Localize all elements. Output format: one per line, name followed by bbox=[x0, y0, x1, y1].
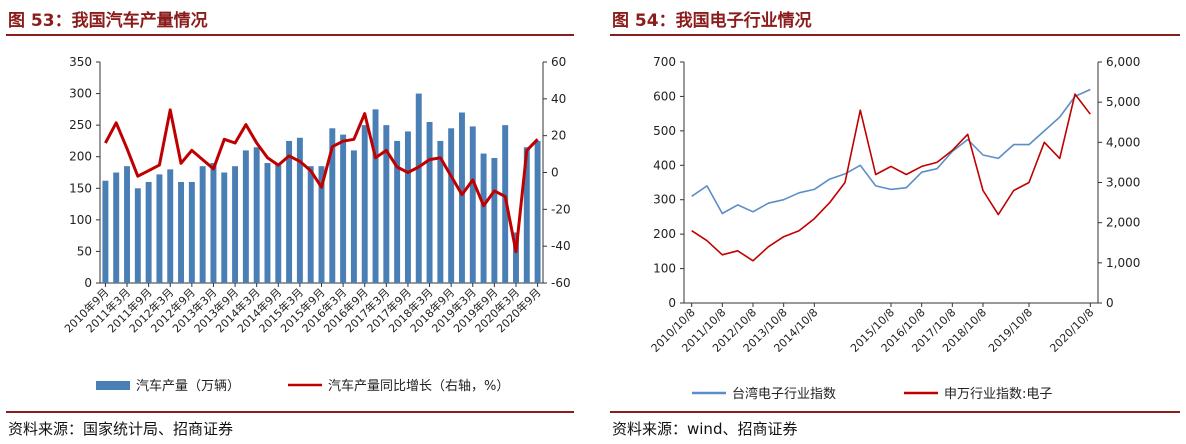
bar bbox=[404, 131, 411, 283]
bar bbox=[188, 181, 195, 283]
chart-source: 资料来源：wind、招商证券 bbox=[612, 420, 798, 438]
left-axis-tick-label: 50 bbox=[77, 244, 92, 258]
bar bbox=[469, 126, 476, 283]
series-line-2 bbox=[691, 93, 1091, 262]
right-axis-tick-label: 5,000 bbox=[1106, 95, 1140, 109]
auto-production-chart: 050100150200250300350-60-40-200204060201… bbox=[61, 55, 571, 394]
right-axis-tick-label: 3,000 bbox=[1106, 176, 1140, 190]
bar bbox=[286, 140, 293, 283]
bar bbox=[491, 157, 498, 283]
left-axis-tick-label: 500 bbox=[653, 124, 676, 138]
bar bbox=[199, 166, 206, 283]
right-axis-tick-label: 20 bbox=[551, 129, 566, 143]
series-line-2 bbox=[104, 108, 539, 254]
bar bbox=[426, 121, 433, 283]
bar bbox=[253, 147, 260, 283]
bar bbox=[102, 180, 109, 283]
bar bbox=[340, 134, 347, 283]
right-axis-tick-label: 4,000 bbox=[1106, 135, 1140, 149]
bar bbox=[437, 140, 444, 283]
bar bbox=[372, 109, 379, 283]
left-axis-tick-label: 0 bbox=[84, 276, 92, 290]
bar bbox=[350, 150, 357, 283]
bar bbox=[221, 172, 228, 283]
bar bbox=[124, 166, 130, 283]
bar bbox=[275, 163, 282, 283]
left-axis-tick-label: 700 bbox=[653, 55, 676, 69]
bar bbox=[156, 174, 163, 283]
bar bbox=[361, 125, 368, 284]
right-axis-tick-label: 1,000 bbox=[1106, 256, 1140, 270]
bar bbox=[113, 172, 120, 283]
right-axis-tick-label: 60 bbox=[551, 55, 566, 69]
chart-panel-electronics-industry: 图 54：我国电子行业情况 0 100 200 300 400 500 600 700 0 1,0… bbox=[604, 0, 1186, 444]
source-rule bbox=[6, 411, 574, 413]
bar bbox=[178, 181, 185, 283]
bar bbox=[383, 125, 390, 284]
right-axis-tick-label: -20 bbox=[551, 202, 571, 216]
right-axis-tick-label: 0 bbox=[1106, 296, 1114, 310]
left-axis-tick-label: 300 bbox=[653, 193, 676, 207]
bar bbox=[210, 163, 217, 283]
bar bbox=[264, 163, 271, 283]
bar bbox=[232, 166, 239, 283]
bar bbox=[448, 128, 455, 283]
right-axis-tick-label: 40 bbox=[551, 92, 566, 106]
bar bbox=[307, 166, 314, 283]
bar bbox=[458, 112, 465, 283]
legend-label: 台湾电子行业指数 bbox=[732, 386, 836, 402]
bar bbox=[415, 93, 422, 283]
x-axis-tick-label: 2020/10/8 bbox=[1047, 306, 1096, 355]
bar bbox=[394, 140, 401, 283]
series-line-1 bbox=[691, 88, 1091, 215]
title-rule bbox=[610, 34, 1180, 36]
bar bbox=[513, 232, 519, 283]
left-axis-tick-label: 350 bbox=[69, 55, 92, 69]
left-axis-tick-label: 150 bbox=[69, 181, 92, 195]
bar bbox=[167, 169, 174, 283]
bar bbox=[145, 181, 152, 283]
right-axis-tick-label: 0 bbox=[551, 166, 559, 180]
left-axis-tick-label: 300 bbox=[69, 87, 92, 101]
bar bbox=[534, 140, 541, 283]
electronics-industry-chart: 0 100 200 300 400 500 600 700 0 1,000 2,000 3,000 4,… bbox=[649, 55, 1141, 402]
left-axis-tick-label: 200 bbox=[653, 227, 676, 241]
left-axis-tick-label: 0 bbox=[668, 296, 676, 310]
bar bbox=[480, 153, 487, 283]
x-axis-tick-label: 2019/10/8 bbox=[986, 306, 1035, 355]
chart-title: 图 53：我国汽车产量情况 bbox=[8, 11, 208, 31]
title-rule bbox=[6, 34, 574, 36]
right-axis-tick-label: 2,000 bbox=[1106, 216, 1140, 230]
bar bbox=[296, 137, 303, 283]
left-axis-tick-label: 600 bbox=[653, 89, 676, 103]
chart-source: 资料来源：国家统计局、招商证券 bbox=[8, 420, 234, 438]
bar bbox=[523, 147, 530, 283]
legend-label: 汽车产量同比增长（右轴，%） bbox=[328, 378, 509, 394]
left-axis-tick-label: 400 bbox=[653, 158, 676, 172]
right-axis-tick-label: -60 bbox=[551, 276, 571, 290]
right-axis-tick-label: -40 bbox=[551, 239, 571, 253]
chart-title: 图 54：我国电子行业情况 bbox=[612, 11, 812, 31]
left-axis-tick-label: 200 bbox=[69, 150, 92, 164]
left-axis-tick-label: 100 bbox=[653, 262, 676, 276]
bar bbox=[329, 128, 336, 283]
left-axis-tick-label: 250 bbox=[69, 118, 92, 132]
legend-label: 汽车产量（万辆） bbox=[136, 378, 240, 394]
source-rule bbox=[610, 411, 1180, 413]
legend-label: 申万行业指数:电子 bbox=[944, 387, 1052, 402]
left-axis-tick-label: 100 bbox=[69, 213, 92, 227]
legend-swatch bbox=[96, 381, 130, 390]
bar bbox=[134, 188, 141, 283]
right-axis-tick-label: 6,000 bbox=[1106, 55, 1140, 69]
bar bbox=[242, 150, 249, 283]
chart-panel-auto-production: 图 53：我国汽车产量情况 0 50 100 150 200 250 300 350 -60 -4… bbox=[0, 0, 580, 444]
bar bbox=[318, 166, 325, 283]
